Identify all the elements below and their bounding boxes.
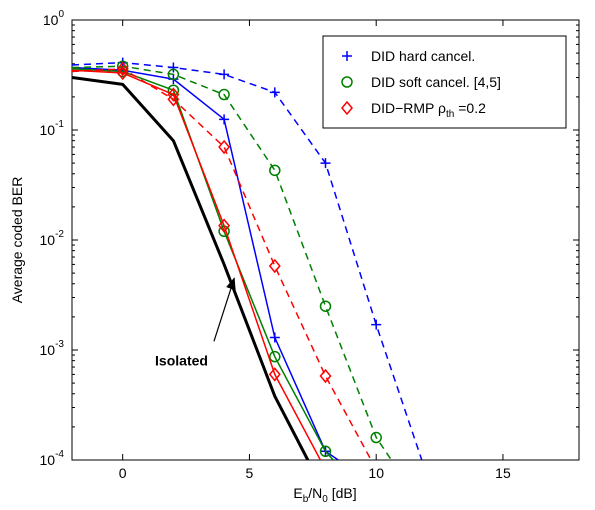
legend-label: DID hard cancel. [371, 48, 475, 64]
y-tick-base: 10 [40, 122, 56, 138]
data-point [116, 61, 129, 76]
x-tick-label: 10 [368, 465, 384, 481]
legend-marker [341, 100, 353, 116]
data-point [269, 332, 280, 343]
series-line [72, 69, 322, 460]
data-point [268, 367, 281, 382]
data-point [219, 114, 230, 125]
legend-text: DID−RMP ρ [371, 100, 446, 116]
legend-marker [342, 51, 352, 61]
data-point [269, 164, 281, 177]
y-tick-base: 10 [40, 452, 56, 468]
data-point [167, 87, 180, 102]
y-tick-exponent: -1 [55, 119, 64, 130]
data-point [268, 258, 281, 274]
y-tick-base: 10 [40, 232, 56, 248]
y-tick-label: 10-1 [40, 119, 65, 138]
legend: DID hard cancel. DID soft cancel. [4,5] DI… [322, 35, 567, 129]
y-tick-exponent: 0 [58, 9, 64, 20]
data-point [269, 87, 280, 98]
legend-box [322, 35, 567, 129]
data-point [370, 431, 382, 444]
series-5 [72, 61, 372, 460]
y-tick-exponent: -2 [55, 229, 64, 240]
annotation-arrow [213, 277, 236, 342]
series-line [72, 65, 393, 460]
legend-marker [341, 76, 353, 88]
series-line [72, 61, 423, 460]
y-tick-exponent: -4 [55, 449, 64, 460]
x-tick-label: 0 [119, 465, 127, 481]
data-point [167, 68, 180, 81]
y-tick-base: 10 [40, 342, 56, 358]
legend-label: DID−RMP ρth =0.2 [371, 100, 486, 120]
x-axis-label: Eb/N0 [dB] [293, 485, 356, 505]
data-point [319, 368, 332, 384]
legend-label: DID soft cancel. [4,5] [371, 74, 501, 90]
legend-text: DID hard cancel. [371, 48, 475, 64]
data-point [320, 158, 331, 169]
data-point [168, 62, 179, 73]
series-3 [72, 60, 393, 460]
y-axis-label: Average coded BER [9, 177, 25, 304]
legend-tail: =0.2 [454, 100, 486, 116]
series-line [72, 68, 372, 460]
data-point [319, 300, 332, 312]
data-point [116, 60, 129, 72]
x-tick-label: 5 [246, 465, 254, 481]
annotation-layer: Isolated [155, 277, 236, 368]
data-point [218, 88, 230, 101]
y-tick-label: 10-3 [40, 339, 65, 358]
legend-subscript: th [446, 109, 454, 120]
legend-text: DID soft cancel. [4,5] [371, 74, 501, 90]
data-point [219, 69, 230, 80]
data-point [269, 350, 281, 363]
data-point [319, 445, 332, 458]
y-tick-label: 100 [43, 9, 65, 28]
annotation-label-isolated: Isolated [155, 352, 208, 368]
y-tick-label: 10-2 [40, 229, 65, 248]
data-point [371, 319, 382, 330]
series-line [72, 76, 310, 460]
y-tick-label: 10-4 [40, 449, 65, 468]
y-tick-base: 10 [43, 12, 59, 28]
data-point [167, 92, 180, 107]
x-tick-label: 15 [495, 465, 511, 481]
series-6 [72, 76, 310, 460]
data-point [218, 218, 231, 233]
y-tick-exponent: -3 [55, 339, 64, 350]
data-point [218, 139, 231, 155]
series-layer [72, 57, 423, 460]
x-axis: 0 5 10 15 [119, 20, 511, 481]
